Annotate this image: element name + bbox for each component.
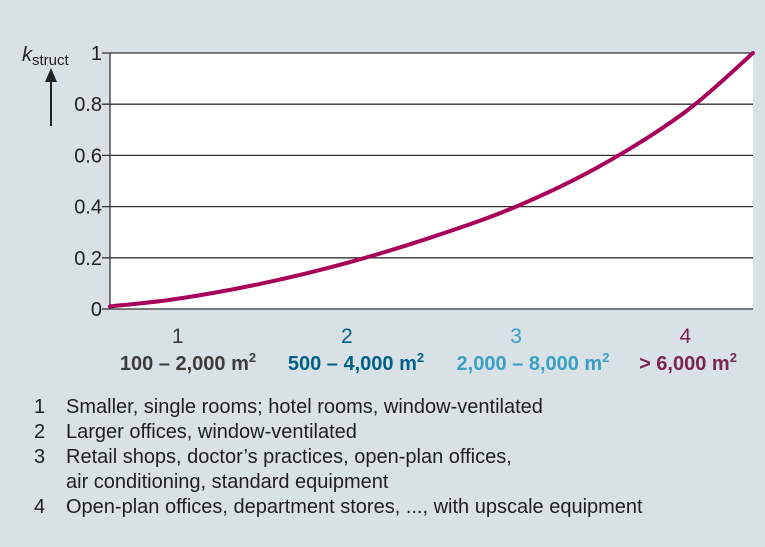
legend-item-4: 4 Open-plan offices, department stores, … bbox=[34, 495, 643, 520]
x-range-label: 2,000 – 8,000 m2 bbox=[457, 350, 610, 375]
x-range-label: 500 – 4,000 m2 bbox=[288, 350, 424, 375]
kstruct-curve bbox=[108, 51, 755, 309]
legend-item-2: 2 Larger offices, window-ventilated bbox=[34, 420, 643, 445]
legend-number: 1 bbox=[34, 396, 46, 418]
y-tick-labels: 0 0.2 0.4 0.6 0.8 1 bbox=[74, 43, 102, 321]
y-tick-label: 0.8 bbox=[74, 94, 102, 116]
category-legend: 1 Smaller, single rooms; hotel rooms, wi… bbox=[34, 395, 643, 520]
x-category-numbers: 1 2 3 4 bbox=[172, 325, 692, 348]
x-range-label: > 6,000 m2 bbox=[639, 350, 737, 375]
legend-text: Open-plan offices, department stores, ..… bbox=[66, 496, 643, 518]
y-axis-label-sub: struct bbox=[32, 52, 70, 69]
y-tick-label: 0.2 bbox=[74, 248, 102, 270]
y-axis-label: kstruct bbox=[22, 44, 70, 69]
x-range-labels: 100 – 2,000 m2 500 – 4,000 m2 2,000 – 8,00… bbox=[120, 350, 737, 375]
legend-text: Retail shops, doctor’s practices, open-p… bbox=[66, 446, 512, 493]
x-category-number: 3 bbox=[510, 325, 522, 348]
legend-item-1: 1 Smaller, single rooms; hotel rooms, wi… bbox=[34, 395, 643, 420]
y-tick-label: 1 bbox=[91, 43, 102, 65]
x-category-number: 1 bbox=[172, 325, 184, 348]
legend-number: 2 bbox=[34, 421, 46, 443]
gridlines bbox=[102, 52, 753, 310]
x-category-number: 2 bbox=[341, 325, 353, 348]
legend-text: Smaller, single rooms; hotel rooms, wind… bbox=[66, 396, 543, 418]
y-tick-label: 0.6 bbox=[74, 145, 102, 167]
y-tick-label: 0.4 bbox=[74, 197, 102, 219]
plot-area bbox=[110, 53, 753, 309]
legend-text: Larger offices, window-ventilated bbox=[66, 421, 357, 443]
legend-number: 3 bbox=[34, 446, 46, 468]
kstruct-chart: 0 0.2 0.4 0.6 0.8 1 kstruct 1 2 3 4 100 – 2,000 … bbox=[22, 43, 755, 375]
x-range-label: 100 – 2,000 m2 bbox=[120, 350, 256, 375]
legend-item-3: 3 Retail shops, doctor’s practices, open… bbox=[34, 445, 643, 495]
legend-number: 4 bbox=[34, 496, 46, 518]
y-axis-up-arrow-icon bbox=[45, 68, 57, 126]
x-category-number: 4 bbox=[679, 325, 691, 348]
y-axis-label-main: k bbox=[22, 44, 33, 66]
y-tick-label: 0 bbox=[91, 299, 102, 321]
